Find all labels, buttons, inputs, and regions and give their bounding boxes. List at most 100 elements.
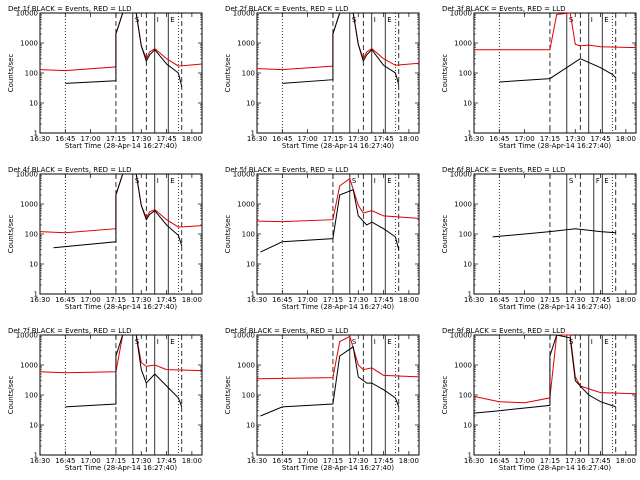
y-tick-label: 1 bbox=[34, 291, 38, 299]
y-tick-label: 1000 bbox=[20, 201, 38, 209]
x-tick-label: 17:45 bbox=[156, 457, 176, 465]
x-tick-label: 17:45 bbox=[590, 135, 610, 143]
x-tick-label: 18:00 bbox=[182, 457, 202, 465]
detector-panel: Det 4f BLACK = Events, RED = LLD 1 10 100 10… bbox=[7, 166, 203, 311]
y-axis-label: Counts/sec bbox=[7, 54, 15, 93]
x-tick-label: 17:00 bbox=[81, 457, 101, 465]
events-series-line bbox=[53, 173, 183, 249]
plot-frame bbox=[39, 334, 203, 456]
x-axis-label: Start Time (28-Apr-14 16:27:40) bbox=[282, 464, 394, 472]
y-tick-label: 10000 bbox=[233, 171, 255, 179]
x-tick-label: 18:00 bbox=[616, 135, 636, 143]
panel-title: Det 7f BLACK = Events, RED = LLD bbox=[8, 327, 131, 335]
x-axis-label: Start Time (28-Apr-14 16:27:40) bbox=[282, 303, 394, 311]
y-tick-label: 1 bbox=[468, 291, 472, 299]
y-tick-label: 10000 bbox=[233, 10, 255, 18]
x-tick-label: 17:15 bbox=[323, 457, 343, 465]
y-tick-label: 1 bbox=[468, 130, 472, 138]
lld-series-line bbox=[39, 173, 203, 234]
flag-marker-label: S bbox=[569, 177, 574, 185]
x-tick-label: 17:15 bbox=[106, 457, 126, 465]
y-tick-label: 10 bbox=[463, 422, 472, 430]
y-tick-label: 10000 bbox=[450, 10, 472, 18]
y-tick-label: 10000 bbox=[16, 10, 38, 18]
x-tick-label: 17:30 bbox=[131, 457, 151, 465]
flag-marker-label: E bbox=[604, 338, 608, 346]
flag-marker-label: E bbox=[170, 16, 174, 24]
flag-marker-label: I bbox=[157, 16, 159, 24]
y-tick-label: 1000 bbox=[237, 40, 255, 48]
x-tick-label: 16:45 bbox=[272, 296, 292, 304]
x-tick-label: 16:30 bbox=[30, 135, 50, 143]
flag-marker-label: E bbox=[604, 16, 608, 24]
x-tick-label: 16:45 bbox=[489, 135, 509, 143]
y-tick-label: 10 bbox=[463, 100, 472, 108]
y-tick-label: 1000 bbox=[237, 201, 255, 209]
x-tick-label: 17:30 bbox=[131, 296, 151, 304]
x-tick-label: 17:15 bbox=[540, 135, 560, 143]
y-tick-label: 1 bbox=[468, 452, 472, 460]
y-tick-label: 10000 bbox=[16, 171, 38, 179]
flag-marker-label: F bbox=[596, 177, 600, 185]
x-tick-label: 16:30 bbox=[30, 457, 50, 465]
x-tick-label: 17:00 bbox=[298, 457, 318, 465]
y-tick-label: 100 bbox=[242, 231, 255, 239]
y-tick-label: 1 bbox=[251, 130, 255, 138]
y-tick-label: 10 bbox=[29, 100, 38, 108]
events-series-line bbox=[260, 189, 400, 253]
events-series-line bbox=[499, 58, 617, 83]
flag-marker-label: I bbox=[591, 16, 593, 24]
flag-marker-label: I bbox=[157, 338, 159, 346]
x-tick-label: 18:00 bbox=[616, 296, 636, 304]
events-series-line bbox=[492, 228, 616, 238]
plot-frame bbox=[473, 173, 637, 295]
y-tick-label: 1000 bbox=[20, 362, 38, 370]
y-axis-label: Counts/sec bbox=[441, 376, 449, 415]
y-tick-label: 10000 bbox=[233, 332, 255, 340]
y-tick-label: 10 bbox=[246, 422, 255, 430]
detector-panel: Det 7f BLACK = Events, RED = LLD 1 10 100 10… bbox=[7, 327, 203, 472]
x-tick-label: 16:45 bbox=[272, 135, 292, 143]
y-tick-label: 10 bbox=[246, 261, 255, 269]
plot-frame bbox=[39, 173, 203, 295]
panel-title: Det 8f BLACK = Events, RED = LLD bbox=[225, 327, 348, 335]
lld-series-line bbox=[39, 334, 203, 374]
x-axis-label: Start Time (28-Apr-14 16:27:40) bbox=[65, 142, 177, 150]
x-tick-label: 17:30 bbox=[348, 296, 368, 304]
x-tick-label: 17:45 bbox=[156, 135, 176, 143]
flag-marker-label: I bbox=[374, 16, 376, 24]
y-tick-label: 1 bbox=[251, 291, 255, 299]
y-tick-label: 100 bbox=[459, 231, 472, 239]
y-tick-label: 10000 bbox=[450, 171, 472, 179]
x-tick-label: 17:45 bbox=[373, 296, 393, 304]
y-tick-label: 10 bbox=[246, 100, 255, 108]
x-tick-label: 16:45 bbox=[489, 296, 509, 304]
events-series-line bbox=[65, 12, 183, 87]
lld-series-line bbox=[256, 177, 420, 223]
y-tick-label: 100 bbox=[25, 392, 38, 400]
x-tick-label: 17:45 bbox=[590, 457, 610, 465]
y-tick-label: 1000 bbox=[237, 362, 255, 370]
x-tick-label: 16:45 bbox=[272, 457, 292, 465]
y-axis-label: Counts/sec bbox=[224, 376, 232, 415]
x-tick-label: 17:15 bbox=[323, 135, 343, 143]
flag-marker-label: E bbox=[387, 338, 391, 346]
x-tick-label: 17:45 bbox=[373, 457, 393, 465]
x-tick-label: 17:15 bbox=[540, 457, 560, 465]
panel-title: Det 9f BLACK = Events, RED = LLD bbox=[442, 327, 565, 335]
flag-marker-label: E bbox=[387, 16, 391, 24]
plot-frame bbox=[473, 12, 637, 134]
detector-panel: Det 3f BLACK = Events, RED = LLD 1 10 100 10… bbox=[441, 5, 637, 150]
x-tick-label: 17:30 bbox=[348, 135, 368, 143]
panel-title: Det 2f BLACK = Events, RED = LLD bbox=[225, 5, 348, 13]
flag-marker-label: E bbox=[387, 177, 391, 185]
x-tick-label: 17:00 bbox=[298, 296, 318, 304]
x-tick-label: 16:45 bbox=[489, 457, 509, 465]
flag-marker-label: I bbox=[591, 338, 593, 346]
x-tick-label: 17:30 bbox=[565, 296, 585, 304]
events-series-line bbox=[65, 334, 183, 408]
panel-title: Det 4f BLACK = Events, RED = LLD bbox=[8, 166, 131, 174]
x-tick-label: 18:00 bbox=[399, 457, 419, 465]
x-tick-label: 16:45 bbox=[55, 457, 75, 465]
